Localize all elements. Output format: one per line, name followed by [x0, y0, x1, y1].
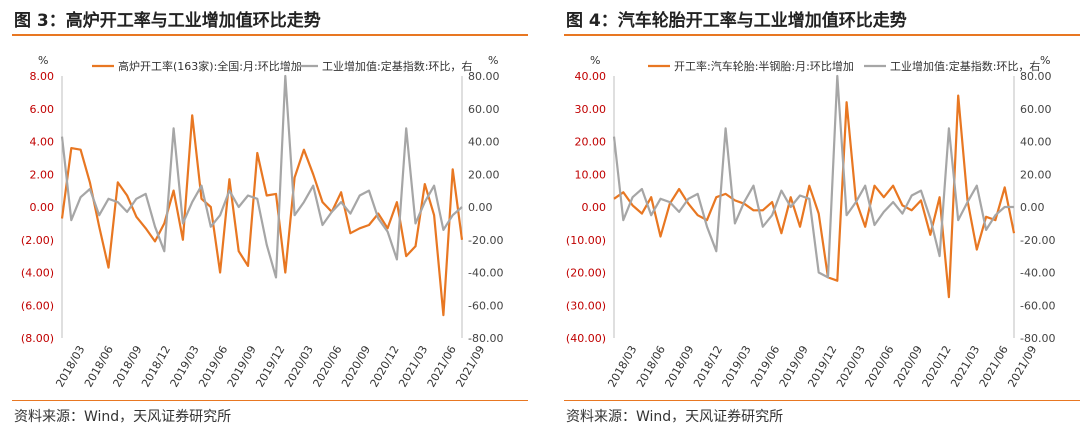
left-tick-label: 10.00 [575, 168, 607, 181]
title-divider [12, 34, 528, 36]
left-tick-label: 20.00 [575, 136, 607, 149]
chart-panel-fig4: 图 4：汽车轮胎开工率与工业增加值环比走势 %% 40.00 30.00 20.00 1… [552, 0, 1080, 435]
right-tick-label: -80.00 [468, 332, 503, 345]
series-line-left [60, 114, 464, 317]
left-tick-label: (4.00) [21, 267, 54, 280]
right-tick-label: -40.00 [468, 267, 503, 280]
left-tick-label: 0.00 [30, 201, 55, 214]
right-axis-unit: % [1040, 54, 1050, 67]
left-axis-unit: % [590, 54, 600, 67]
chart-svg-fig3: % % 8.00 6.00 4.00 2.00 0.00 (2.00) (4.00) (6.00)… [21, 54, 504, 390]
legend-label: 开工率:汽车轮胎:半钢胎:月:环比增加 [674, 59, 854, 73]
source-divider [12, 400, 528, 401]
left-tick-label: (6.00) [21, 299, 54, 312]
left-tick-label: (20.00) [566, 267, 606, 280]
right-tick-label: 0.00 [1020, 201, 1045, 214]
left-axis-unit: % [38, 54, 48, 67]
right-tick-label: 0.00 [468, 201, 493, 214]
left-tick-label: (30.00) [566, 299, 606, 312]
title-divider [564, 34, 1080, 36]
left-tick-label: 8.00 [30, 70, 55, 83]
legend-label: 高炉开工率(163家):全国:月:环比增加 [118, 59, 302, 73]
right-tick-label: 20.00 [1020, 168, 1052, 181]
left-tick-label: 0.00 [582, 201, 607, 214]
right-tick-label: 40.00 [468, 136, 500, 149]
legend-label: 工业增加值:定基指数:环比，右 [890, 59, 1040, 73]
series-line-right [60, 74, 463, 279]
left-tick-label: 30.00 [575, 103, 607, 116]
right-tick-label: 20.00 [468, 168, 500, 181]
right-tick-label: -60.00 [468, 299, 503, 312]
right-tick-label: 60.00 [1020, 103, 1052, 116]
right-tick-label: -20.00 [1020, 234, 1055, 247]
series-line-right [612, 74, 1014, 279]
left-tick-label: 2.00 [30, 168, 55, 181]
left-tick-label: (10.00) [566, 234, 606, 247]
series-line-left [613, 94, 1016, 299]
right-tick-label: 60.00 [468, 103, 500, 116]
legend-label: 工业增加值:定基指数:环比，右 [322, 59, 472, 73]
source-divider [564, 400, 1080, 401]
left-tick-label: (2.00) [21, 234, 54, 247]
right-tick-label: -20.00 [468, 234, 503, 247]
chart-title: 图 3：高炉开工率与工业增加值环比走势 [14, 11, 321, 31]
right-tick-label: 40.00 [1020, 136, 1052, 149]
right-tick-label: 80.00 [468, 70, 500, 83]
right-tick-label: -80.00 [1020, 332, 1055, 345]
left-tick-label: 4.00 [30, 136, 55, 149]
chart-title: 图 4：汽车轮胎开工率与工业增加值环比走势 [566, 11, 907, 31]
chart-svg-fig4: % % 40.00 30.00 20.00 10.00 0.00 (10.00) (20.00)… [566, 54, 1056, 390]
source-note: 资料来源：Wind，天风证券研究所 [14, 409, 232, 425]
left-tick-label: 6.00 [30, 103, 55, 116]
left-tick-label: 40.00 [575, 70, 607, 83]
left-tick-label: (8.00) [21, 332, 54, 345]
right-tick-label: -40.00 [1020, 267, 1055, 280]
source-note: 资料来源：Wind，天风证券研究所 [566, 409, 784, 425]
left-tick-label: (40.00) [566, 332, 606, 345]
right-tick-label: 80.00 [1020, 70, 1052, 83]
right-axis-unit: % [488, 54, 498, 67]
chart-panel-fig3: 图 3：高炉开工率与工业增加值环比走势 %% 8.00 6.00 4.00 2.00 0.… [0, 0, 528, 435]
right-tick-label: -60.00 [1020, 299, 1055, 312]
